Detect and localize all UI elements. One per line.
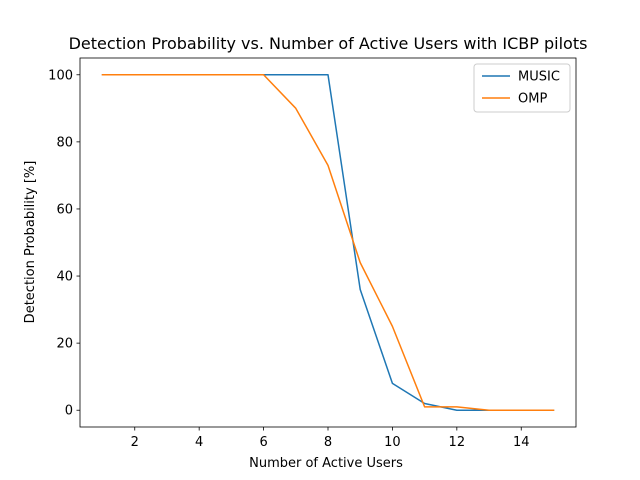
x-tick-label: 2	[131, 435, 139, 450]
y-tick-label: 100	[48, 68, 73, 83]
y-tick-label: 80	[56, 135, 73, 150]
x-axis-label: Number of Active Users	[249, 456, 403, 471]
series-line-omp	[101, 74, 555, 411]
y-axis-label: Detection Probability [%]	[23, 161, 38, 324]
legend: MUSIC OMP	[473, 63, 571, 113]
chart-title: Detection Probability vs. Number of Acti…	[69, 34, 588, 53]
y-tick-label: 0	[65, 404, 73, 419]
x-tick-label: 8	[324, 435, 332, 450]
y-tick-label: 60	[56, 202, 73, 217]
plot-area: 2 4 6 8 10 12 14 0 20 40 60 80 100	[48, 57, 577, 450]
x-tick-label: 12	[449, 435, 466, 450]
legend-label-omp: OMP	[518, 92, 547, 107]
y-tick-label: 20	[56, 337, 73, 352]
x-tick-label: 14	[513, 435, 530, 450]
legend-label-music: MUSIC	[518, 70, 560, 85]
y-tick-label: 40	[56, 270, 73, 285]
x-tick-label: 10	[384, 435, 401, 450]
x-tick-label: 6	[259, 435, 267, 450]
x-tick-label: 4	[195, 435, 203, 450]
